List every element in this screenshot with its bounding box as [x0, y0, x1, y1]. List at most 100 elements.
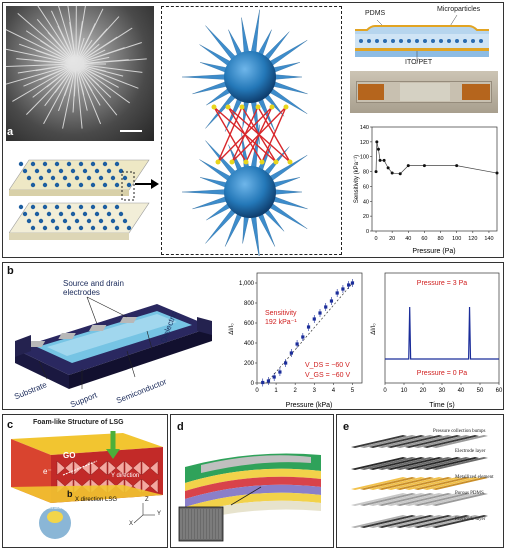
chart-a-xtick-label: 0 [375, 236, 378, 242]
lsg-foam-illustration [11, 431, 163, 539]
chart-b1-xtick-label: 3 [313, 388, 317, 394]
chart-a-point [382, 158, 386, 162]
metallized-label: Metallized element [455, 475, 494, 480]
chart-b1-svg: 0 1 2 3 4 5 0 200 400 600 800 1,000 Sensitivity 192… [229, 272, 363, 409]
chart-a-ytick-label: 40 [363, 199, 369, 205]
microparticles-label: Microparticles [437, 6, 481, 13]
chart-b2-xtick-label: 10 [401, 388, 408, 394]
chart-a-point [455, 164, 459, 168]
chart-b1-fit-line [266, 280, 355, 384]
chart-a-point [386, 166, 390, 170]
arrow-icon [135, 179, 159, 189]
chart-b1-point [350, 281, 355, 285]
time-response-chart: 0 10 20 30 40 50 60 Pressure = 3 Pa Pressure =… [369, 267, 503, 409]
chart-b1-point [301, 335, 305, 339]
stacked-layers-illustration [351, 435, 488, 528]
chart-b1-xtick-label: 1 [274, 388, 278, 394]
chart-b1-xlabel: Pressure (kPa) [286, 402, 333, 409]
chart-b1-ytick-label: 0 [251, 381, 255, 387]
panel-d-label: d [177, 421, 184, 433]
chart-b1-point [341, 287, 345, 291]
chart-a-point [375, 140, 379, 144]
chart-b1-xtick-label: 5 [351, 388, 355, 394]
chart-b1-point [261, 380, 265, 385]
y-direction-label: Y direction [111, 473, 140, 479]
chart-b2-xtick-label: 20 [420, 388, 427, 394]
current-pressure-chart: 0 1 2 3 4 5 0 200 400 600 800 1,000 Sensitivity 192… [227, 267, 367, 409]
pressure-low-label: Pressure = 0 Pa [417, 370, 467, 377]
transistor-device: Source and drain electrodes Dielectric S… [7, 279, 222, 409]
chart-b2-xtick-label: 40 [458, 388, 465, 394]
chart-a-svg: 0 20 40 60 80 100 120 140 0 20 40 60 80 100 120 140 Sen… [354, 125, 499, 255]
chart-b1-xtick-label: 4 [332, 388, 336, 394]
chart-a-ytick-label: 0 [366, 229, 369, 235]
chart-b1-point [306, 325, 311, 329]
chart-b1-point [335, 291, 339, 295]
chart-b1-ylabel: ΔI/I₀ [229, 323, 235, 335]
panel-e: e Pressure collection bumps Electrode la… [336, 414, 504, 548]
chart-a-point [422, 164, 426, 168]
chart-b1-ytick-label: 200 [244, 361, 255, 367]
chart-a-xtick-label: 140 [484, 236, 493, 242]
panel-c: c Foam-like Structure of LSG GO e⁻ Y dir… [2, 414, 168, 548]
chart-b2-line [385, 306, 499, 360]
chart-b1-point [266, 379, 271, 383]
axis-x: X [129, 521, 134, 527]
chart-b1-point [329, 299, 334, 303]
vds-label: V_DS = −60 V [305, 362, 350, 369]
chart-b1-point [318, 311, 322, 315]
chart-a-point [374, 170, 378, 174]
spiky-particles-zoom [161, 6, 342, 257]
chart-a-xlabel: Pressure (Pa) [412, 248, 455, 255]
chart-a-ytick-label: 60 [363, 184, 369, 190]
chart-b1-xtick-label: 2 [294, 388, 298, 394]
axis-y: Y [157, 511, 162, 517]
sensor-label: LSG Pressure Sensor [13, 505, 62, 511]
chart-a-xtick-label: 120 [468, 236, 477, 242]
panel-a-label: a [7, 126, 14, 138]
chart-a-xtick-label: 40 [405, 236, 411, 242]
chart-a-ytick-label: 120 [360, 140, 369, 146]
pressure-high-label: Pressure = 3 Pa [417, 280, 467, 287]
chart-b1-point [347, 283, 351, 287]
panel-c-label: c [7, 419, 14, 431]
sensitivity-chart: 0 20 40 60 80 100 120 140 0 20 40 60 80 100 120 140 Sen… [350, 121, 502, 257]
panel-a: a [2, 2, 504, 258]
electrode-bottom-label: Electrode layer [455, 517, 486, 522]
chart-a-xtick-label: 100 [452, 236, 461, 242]
chart-b1-point [312, 317, 316, 321]
panel-d: d [170, 414, 334, 548]
chart-b1-point [289, 351, 293, 355]
chart-a-point [376, 147, 380, 151]
chart-a-ylabel: Sensitivity (kPa⁻¹) [354, 155, 360, 203]
device-cross-section: PDMS Microparticles ITO/PET [347, 6, 502, 68]
chart-a-ytick-label: 20 [363, 214, 369, 220]
ito-pet-label: ITO/PET [405, 59, 433, 66]
foam-title: Foam-like Structure of LSG [33, 419, 124, 426]
chart-a-ytick-label: 140 [360, 125, 369, 131]
source-drain-label: Source and drain electrodes [63, 279, 124, 297]
chart-b2-xlabel: Time (s) [429, 402, 454, 409]
chart-b1-ytick-label: 1,000 [239, 281, 255, 287]
chart-b2-xtick-label: 30 [439, 388, 446, 394]
chart-b1-ytick-label: 600 [244, 321, 255, 327]
electrode-top-label: Electrode layer [455, 449, 486, 454]
sem-image [3, 3, 154, 141]
chart-b1-point [295, 342, 299, 346]
sem-spikes [3, 3, 147, 132]
chart-b1-ytick-label: 800 [244, 301, 255, 307]
chart-b1-point [324, 305, 328, 309]
chart-a-point [495, 171, 499, 175]
chart-b1-point [278, 370, 282, 374]
sensitivity-label: Sensitivity [265, 310, 297, 317]
b-mark: b [67, 489, 73, 499]
chart-a-point [378, 158, 382, 162]
chart-b2-ylabel: ΔI/I₀ [371, 323, 377, 335]
porous-label: Porous PDMS [455, 491, 484, 496]
electron-label: e⁻ [43, 467, 52, 476]
chart-b2-xtick-label: 60 [496, 388, 503, 394]
chart-b1-point [284, 361, 288, 365]
device-photo [350, 71, 498, 113]
chart-a-ytick-label: 100 [360, 155, 369, 161]
layered-sensor-illustration [178, 453, 321, 542]
